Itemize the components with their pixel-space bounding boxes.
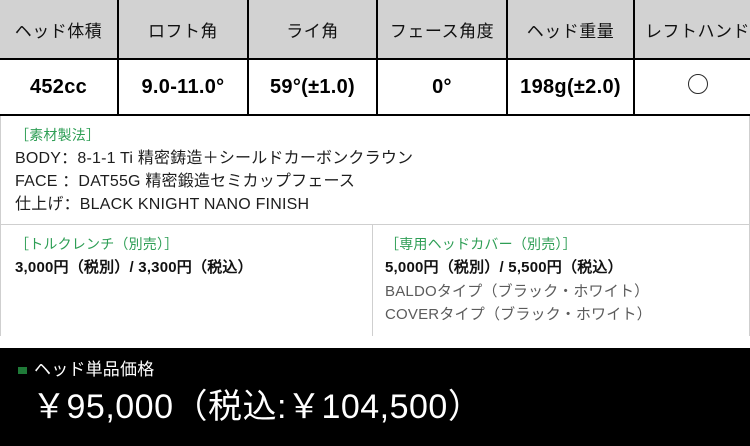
spec-value-loft-angle: 9.0-11.0° — [118, 59, 249, 115]
price-banner-label-row: ヘッド単品価格 — [18, 360, 750, 380]
spec-header-left-hand: レフトハンド — [634, 0, 750, 59]
material-line-body: BODY：8-1-1 Ti 精密鋳造＋シールドカーボンクラウン — [15, 150, 414, 167]
info-sections: ［素材製法］ BODY：8-1-1 Ti 精密鋳造＋シールドカーボンクラウン F… — [0, 116, 750, 336]
spec-header-loft-angle: ロフト角 — [118, 0, 249, 59]
spec-header-lie-angle: ライ角 — [248, 0, 378, 59]
circle-mark-icon — [687, 74, 708, 94]
spec-table-head: ヘッド体積 ロフト角 ライ角 フェース角度 ヘッド重量 レフトハンド — [0, 0, 750, 59]
spec-header-row: ヘッド体積 ロフト角 ライ角 フェース角度 ヘッド重量 レフトハンド — [0, 0, 750, 59]
price-banner: ヘッド単品価格 ￥95,000（税込:￥104,500） — [0, 348, 750, 446]
head-cover-heading: ［専用ヘッドカバー（別売）］ — [385, 236, 577, 252]
head-cover-price: 5,000円（税別）/ 5,500円（税込） — [385, 259, 623, 276]
spec-value-lie-angle: 59°(±1.0) — [248, 59, 378, 115]
material-line-face: FACE ：DAT55G 精密鍛造セミカップフェース — [15, 173, 356, 190]
green-square-bullet-icon — [18, 366, 27, 374]
spec-header-head-weight: ヘッド重量 — [507, 0, 635, 59]
spec-table: ヘッド体積 ロフト角 ライ角 フェース角度 ヘッド重量 レフトハンド 452cc… — [0, 0, 750, 116]
price-banner-label: ヘッド単品価格 — [34, 360, 155, 379]
spec-value-face-angle: 0° — [377, 59, 508, 115]
spec-value-left-hand — [634, 59, 750, 115]
spec-value-row: 452cc 9.0-11.0° 59°(±1.0) 0° 198g(±2.0) — [0, 59, 750, 115]
torque-wrench-heading: ［トルクレンチ（別売）］ — [15, 236, 179, 252]
price-banner-amount: ￥95,000（税込:￥104,500） — [32, 388, 483, 426]
material-heading: ［素材製法］ — [15, 127, 101, 143]
spec-value-head-weight: 198g(±2.0) — [507, 59, 635, 115]
spec-table-body: 452cc 9.0-11.0° 59°(±1.0) 0° 198g(±2.0) — [0, 59, 750, 115]
head-cover-option-baldo: BALDOタイプ（ブラック・ホワイト） — [385, 283, 650, 300]
material-section: ［素材製法］ BODY：8-1-1 Ti 精密鋳造＋シールドカーボンクラウン F… — [1, 116, 749, 225]
head-cover-section: ［専用ヘッドカバー（別売）］ 5,000円（税別）/ 5,500円（税込） BA… — [373, 225, 749, 336]
torque-wrench-price: 3,000円（税別）/ 3,300円（税込） — [15, 259, 253, 276]
material-line-finish: 仕上げ：BLACK KNIGHT NANO FINISH — [15, 196, 310, 213]
head-cover-option-cover: COVERタイプ（ブラック・ホワイト） — [385, 306, 652, 323]
torque-wrench-section: ［トルクレンチ（別売）］ 3,000円（税別）/ 3,300円（税込） — [1, 225, 373, 336]
accessory-sections: ［トルクレンチ（別売）］ 3,000円（税別）/ 3,300円（税込） ［専用ヘ… — [1, 225, 749, 336]
spec-value-head-volume: 452cc — [0, 59, 119, 115]
spec-header-head-volume: ヘッド体積 — [0, 0, 119, 59]
spec-header-face-angle: フェース角度 — [377, 0, 508, 59]
